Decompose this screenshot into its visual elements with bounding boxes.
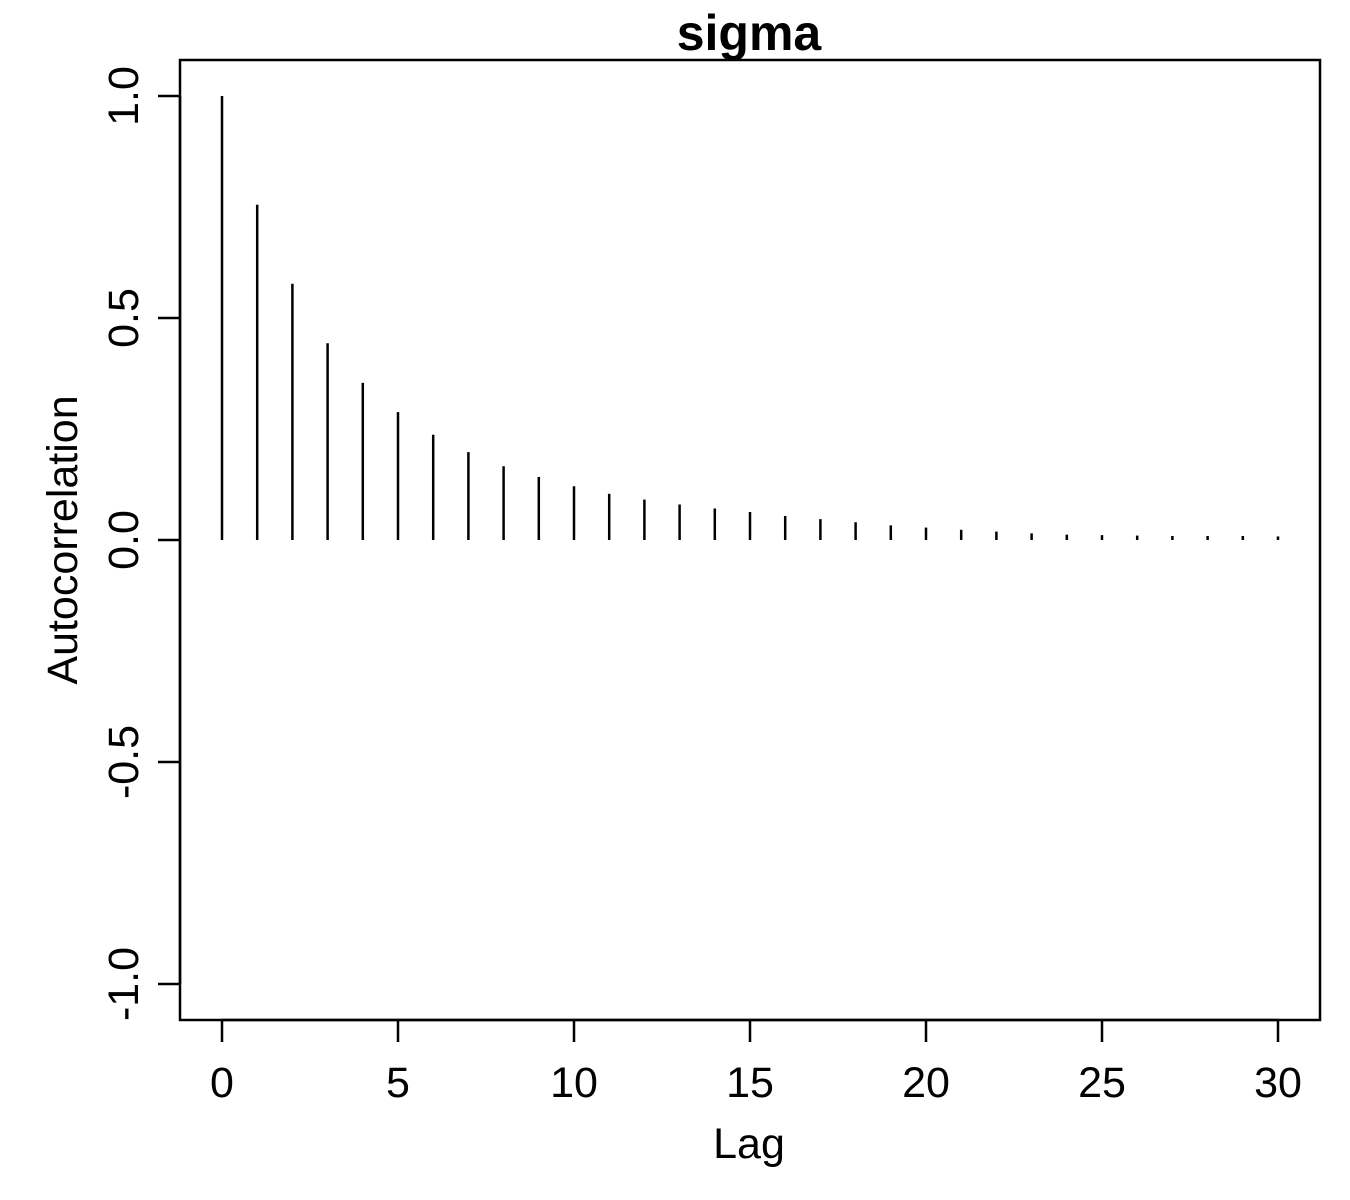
x-axis: 0 5 10 15 20 25 30 (210, 1018, 1302, 1107)
acf-bars (220, 96, 1280, 540)
y-tick-label: 0.0 (100, 510, 148, 570)
x-tick-label: 10 (550, 1059, 598, 1107)
x-tick-label: 5 (386, 1059, 410, 1107)
y-axis-label: Autocorrelation (39, 395, 87, 684)
x-tick-label: 25 (1078, 1059, 1126, 1107)
y-tick-label: 1.0 (100, 66, 148, 126)
x-tick-label: 15 (726, 1059, 774, 1107)
x-tick-label: 20 (902, 1059, 950, 1107)
y-tick-label: -1.0 (100, 947, 148, 1021)
chart-title: sigma (677, 5, 823, 61)
x-axis-label: Lag (713, 1120, 785, 1168)
y-axis: -1.0 -0.5 0.0 0.5 1.0 (100, 66, 182, 1021)
x-tick-label: 30 (1254, 1059, 1302, 1107)
x-tick-label: 0 (210, 1059, 234, 1107)
y-tick-label: -0.5 (100, 725, 148, 799)
y-tick-label: 0.5 (100, 288, 148, 348)
